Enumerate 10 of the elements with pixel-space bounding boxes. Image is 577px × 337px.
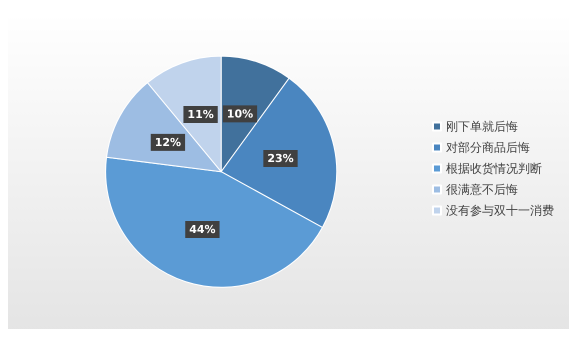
legend-label: 对部分商品后悔 <box>446 140 530 154</box>
data-label: 12% <box>154 136 182 149</box>
data-label: 44% <box>189 223 216 236</box>
legend-label: 刚下单就后悔 <box>446 120 518 134</box>
legend-label: 没有参与双十一消费 <box>446 204 554 218</box>
data-label: 23% <box>267 152 294 165</box>
data-label: 11% <box>187 108 214 122</box>
legend-label: 根据收货情况判断 <box>446 162 542 176</box>
data-label: 10% <box>226 107 254 120</box>
legend-label: 很满意不后悔 <box>446 182 518 196</box>
